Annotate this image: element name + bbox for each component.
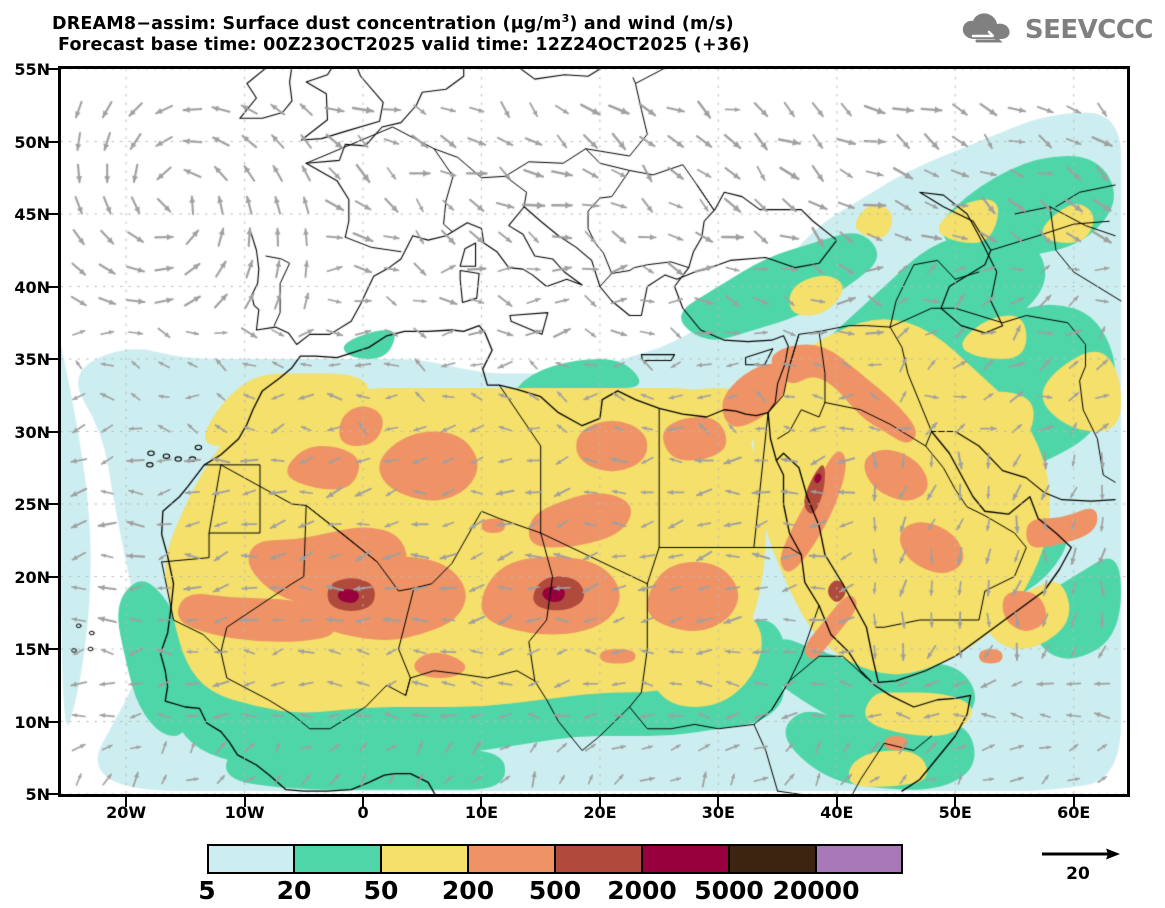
x-axis-tick [598,797,601,807]
y-axis-label: 10N [14,712,50,732]
y-axis-label: 5N [25,785,50,804]
colorbar-label: 2000 [607,876,677,905]
colorbar-segment [729,844,816,874]
x-axis-tick [125,797,128,807]
x-axis-label: 40E [820,803,854,822]
colorbar-segment [207,844,294,874]
y-axis-label: 55N [14,60,50,79]
y-axis-tick [48,213,58,215]
colorbar-label: 200 [441,876,495,905]
cloud-wind-icon [959,11,1017,49]
y-axis-tick [48,793,58,795]
colorbar-segment [468,844,555,874]
wind-scale-label: 20 [1066,864,1090,884]
x-axis-label: 0 [357,803,369,822]
y-axis-tick [48,575,58,578]
colorbar-label: 5000 [694,876,764,905]
x-axis-label: 50E [938,803,972,822]
colorbar-label: 20 [276,876,312,905]
y-axis-tick [48,285,58,288]
logo-text: SEEVCCC [1024,15,1154,45]
y-axis-tick [48,503,58,505]
chart-title-line1: DREAM8−assim: Surface dust concentration… [52,8,952,35]
colorbar-label: 20000 [772,876,860,905]
y-axis-tick [48,68,58,70]
x-axis-tick [954,797,957,807]
x-axis-tick [243,797,246,807]
dust-concentration-raster [61,69,1127,794]
title-post: ) and wind (m/s) [569,13,734,34]
colorbar-label: 500 [528,876,582,905]
x-axis-label: 30E [701,803,735,822]
y-axis-label: 45N [14,205,50,224]
x-axis-label: 20E [583,803,617,822]
colorbar-segment [381,844,468,874]
y-axis-tick [48,648,58,650]
wind-arrow-icon [1042,848,1120,860]
seevccc-logo: SEEVCCC [959,10,1154,50]
title-pre: DREAM8−assim: Surface dust concentration… [52,13,562,34]
x-axis-tick [480,797,483,807]
colorbar-segment [555,844,642,874]
colorbar: 5 20 50 200 500 2000 5000 20000 [0,838,1165,908]
x-axis-tick [717,797,720,807]
colorbar-label: 5 [198,876,216,905]
y-axis-tick [48,358,58,360]
x-axis-tick [1072,797,1075,807]
y-axis-tick [48,140,58,143]
title-superscript: 3 [561,12,570,25]
chart-title-block: DREAM8−assim: Surface dust concentration… [52,8,952,56]
colorbar-segment [642,844,729,874]
y-axis-tick [48,720,58,723]
x-axis-label: 10W [224,803,265,822]
y-axis-label: 30N [14,422,50,442]
y-axis-label: 20N [14,567,50,587]
y-axis-label: 40N [14,277,50,297]
colorbar-label: 50 [363,876,399,905]
x-axis-label: 10E [464,803,499,822]
x-axis-tick [835,797,838,807]
colorbar-segments [207,844,903,874]
y-axis-tick [48,430,58,433]
y-axis-label: 50N [14,132,50,152]
colorbar-tick-labels: 5 20 50 200 500 2000 5000 20000 [0,876,1165,906]
x-axis-label: 20W [106,803,147,822]
y-axis-label: 35N [14,350,50,369]
chart-title-line2: Forecast base time: 00Z23OCT2025 valid t… [58,34,750,55]
y-axis-label: 25N [14,495,50,514]
colorbar-segment [294,844,381,874]
x-axis-tick [362,797,365,807]
map-plot-area[interactable] [58,66,1130,797]
wind-scale-key: 20 [1040,846,1140,892]
colorbar-segment [816,844,903,874]
x-axis-label: 60E [1057,803,1091,822]
y-axis-label: 15N [14,640,50,659]
